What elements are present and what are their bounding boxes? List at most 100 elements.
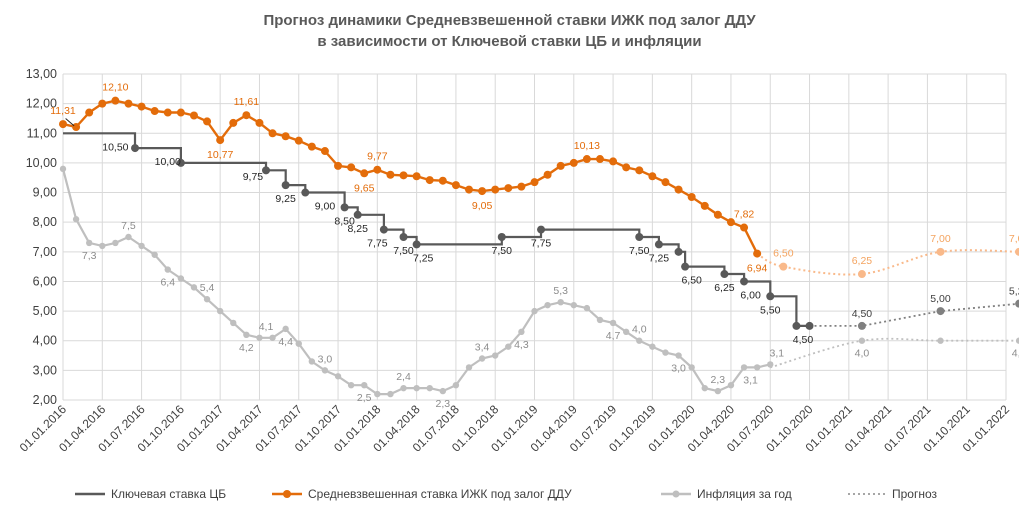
inflation-data-label: 2,5 (357, 392, 372, 404)
inflation-point (151, 251, 158, 258)
inflation-point (295, 340, 302, 347)
inflation-data-label: 2,3 (436, 398, 451, 410)
key-rate-data-label: 7,50 (492, 245, 513, 257)
inflation-point (334, 373, 342, 380)
key-rate-point (399, 233, 408, 241)
chart-title-line2: в зависимости от Ключевой ставки ЦБ и ин… (317, 33, 702, 50)
legend-item-mortgage: Средневзвешенная ставка ИЖК под залог ДД… (272, 487, 572, 501)
mortgage-point (386, 170, 395, 179)
mortgage-data-label: 11,61 (234, 96, 260, 108)
mortgage-point (294, 136, 303, 145)
mortgage-point (517, 182, 526, 191)
y-tick-label: 8,00 (33, 215, 57, 229)
inflation-point (426, 384, 433, 392)
inflation-point (518, 328, 525, 336)
inflation-data-label: 3,0 (671, 363, 686, 375)
key-rate-point (176, 158, 185, 167)
legend-key-rate-label: Ключевая ставка ЦБ (111, 487, 227, 501)
legend-forecast-label: Прогноз (892, 487, 938, 501)
mortgage-point (334, 161, 343, 170)
inflation-forecast-label: 4,0 (855, 348, 870, 360)
key-rate-data-label: 9,75 (243, 171, 264, 183)
mortgage-data-label: 9,77 (367, 151, 388, 163)
inflation-point (125, 233, 132, 241)
mortgage-data-label: 7,82 (734, 209, 755, 221)
inflation-point (740, 364, 748, 371)
inflation-data-label: 3,0 (318, 353, 333, 365)
mortgage-point (687, 192, 696, 201)
inflation-data-label: 7,3 (82, 250, 97, 262)
key-rate-data-label: 9,00 (315, 201, 336, 213)
y-tick-label: 10,00 (26, 156, 57, 170)
inflation-point (190, 284, 198, 291)
mortgage-data-label: 11,31 (50, 105, 76, 117)
inflation-point (216, 307, 224, 315)
key-rate-point (635, 233, 644, 241)
mortgage-point (255, 118, 264, 127)
inflation-point (492, 352, 499, 359)
mortgage-point (307, 142, 316, 151)
key-rate-data-label: 5,50 (760, 304, 781, 316)
mortgage-point (582, 155, 591, 164)
mortgage-point (242, 111, 251, 120)
mortgage-point (543, 170, 552, 179)
inflation-point (59, 165, 67, 173)
mortgage-point (595, 155, 604, 164)
mortgage-point (530, 178, 539, 187)
inflation-data-label: 3,1 (743, 374, 758, 386)
legend-key-rate-swatch (75, 492, 105, 496)
inflation-data-label: 4,7 (606, 330, 621, 342)
chart-legend: Ключевая ставка ЦБ Средневзвешенная став… (0, 487, 1019, 507)
key-rate-data-label: 6,25 (714, 282, 735, 294)
legend-item-key-rate: Ключевая ставка ЦБ (75, 487, 226, 501)
mortgage-forecast-point (779, 262, 788, 271)
mortgage-point (59, 120, 67, 129)
inflation-point (596, 316, 604, 324)
mortgage-point (635, 166, 644, 175)
mortgage-forecast-point (1015, 247, 1019, 256)
inflation-point (99, 242, 106, 250)
inflation-point (308, 358, 316, 365)
inflation-point (714, 387, 722, 395)
mortgage-forecast-point (936, 247, 945, 256)
mortgage-point (399, 171, 408, 180)
mortgage-point (281, 132, 290, 141)
legend-inflation-label: Инфляция за год (697, 487, 792, 501)
inflation-forecast-point (858, 337, 866, 344)
mortgage-point (203, 117, 212, 126)
y-tick-label: 3,00 (33, 363, 57, 377)
key-rate-point (353, 210, 362, 219)
inflation-point (662, 349, 669, 356)
mortgage-forecast-point (857, 270, 866, 279)
key-rate-data-label: 7,25 (413, 252, 434, 264)
mortgage-forecast-label: 7,00 (1009, 233, 1019, 245)
mortgage-point (713, 210, 722, 219)
mortgage-forecast-label: 6,25 (852, 255, 873, 267)
mortgage-point (465, 185, 474, 194)
key-rate-data-label: 6,00 (740, 289, 761, 301)
inflation-point (177, 275, 185, 282)
y-tick-label: 11,00 (27, 126, 57, 140)
inflation-point (321, 367, 329, 374)
inflation-point (256, 334, 263, 341)
mortgage-point (373, 165, 382, 174)
y-tick-label: 5,00 (33, 304, 57, 318)
inflation-point (164, 266, 171, 273)
inflation-data-label: 4,3 (514, 339, 529, 351)
key-rate-data-label: 7,50 (393, 245, 414, 257)
mortgage-data-label: 12,10 (102, 82, 128, 94)
mortgage-data-label: 10,77 (207, 149, 233, 161)
legend-mortgage-label: Средневзвешенная ставка ИЖК под залог ДД… (308, 487, 572, 501)
mortgage-point (569, 158, 578, 167)
inflation-point (85, 239, 93, 247)
key-rate-point (805, 321, 814, 330)
inflation-point (230, 319, 237, 327)
key-rate-data-label: 7,75 (531, 238, 552, 250)
inflation-data-label: 4,4 (278, 336, 293, 348)
key-rate-point (740, 277, 749, 286)
mortgage-point (648, 172, 657, 181)
inflation-point (478, 355, 486, 362)
chart-plot: 2,00 3,00 4,00 5,00 6,00 7,00 8,00 9,00 10,00 11,… (17, 67, 1019, 455)
inflation-point (465, 364, 473, 371)
key-rate-data-label: 8,50 (334, 215, 355, 227)
